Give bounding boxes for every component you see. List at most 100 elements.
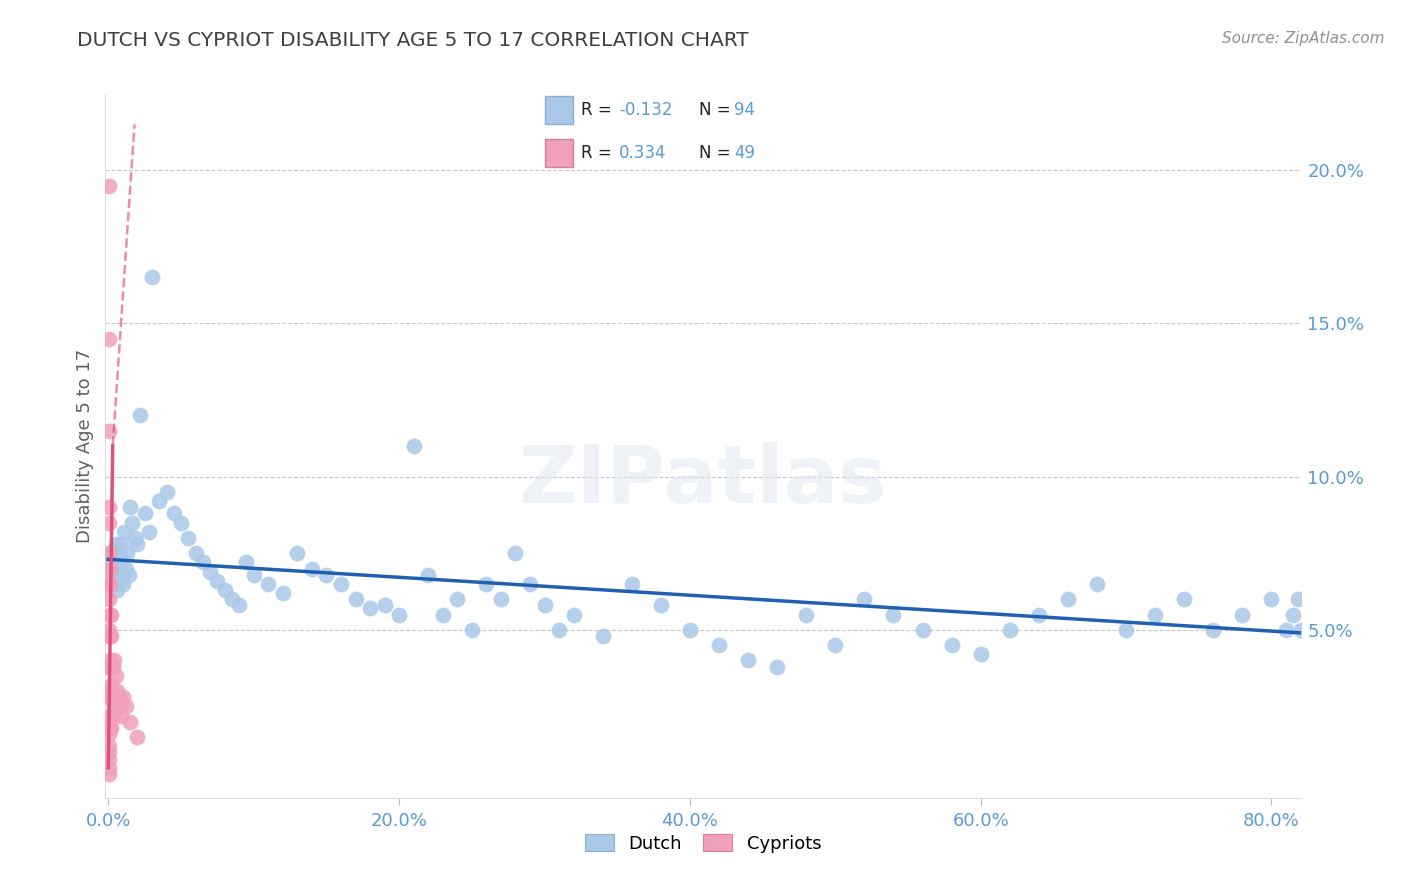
Point xyxy=(184,546,207,560)
Point xyxy=(388,607,411,622)
Point xyxy=(100,721,122,735)
Point xyxy=(98,552,121,566)
Point xyxy=(359,601,381,615)
Point xyxy=(882,607,904,622)
Point xyxy=(1260,592,1282,607)
Point xyxy=(98,745,121,759)
Point xyxy=(221,592,243,607)
Point xyxy=(105,684,128,698)
Point xyxy=(114,561,136,575)
Point xyxy=(170,516,193,530)
Text: DUTCH VS CYPRIOT DISABILITY AGE 5 TO 17 CORRELATION CHART: DUTCH VS CYPRIOT DISABILITY AGE 5 TO 17 … xyxy=(77,31,749,50)
FancyBboxPatch shape xyxy=(546,96,572,124)
Point xyxy=(97,739,120,754)
Point xyxy=(505,546,527,560)
Point xyxy=(104,669,127,683)
Point xyxy=(118,567,141,582)
Point xyxy=(97,629,120,643)
Point xyxy=(97,727,120,741)
Point xyxy=(824,638,846,652)
Point xyxy=(97,332,120,346)
Point xyxy=(100,659,122,673)
Point xyxy=(98,577,121,591)
Point xyxy=(110,552,132,566)
Point xyxy=(707,638,730,652)
Point xyxy=(101,659,124,673)
Point xyxy=(214,582,236,597)
Point xyxy=(111,567,134,582)
Point xyxy=(112,524,135,539)
Point xyxy=(1115,623,1137,637)
Point xyxy=(101,561,124,575)
Point xyxy=(592,629,614,643)
Point xyxy=(127,730,149,744)
Point xyxy=(98,690,121,705)
Point xyxy=(235,556,257,570)
Point xyxy=(110,537,132,551)
Point xyxy=(301,561,323,575)
Point xyxy=(138,524,160,539)
Point xyxy=(402,439,425,453)
Point xyxy=(1028,607,1050,622)
Point xyxy=(548,623,571,637)
Point xyxy=(98,659,121,673)
Text: R =: R = xyxy=(581,145,612,162)
Point xyxy=(446,592,468,607)
Point xyxy=(207,574,229,588)
Point xyxy=(110,708,132,723)
Text: -0.132: -0.132 xyxy=(619,101,673,119)
Point xyxy=(111,690,134,705)
Point xyxy=(98,690,121,705)
Point xyxy=(679,623,702,637)
Point xyxy=(271,586,294,600)
Point xyxy=(432,607,454,622)
Point xyxy=(108,574,131,588)
Point xyxy=(1275,623,1298,637)
Point xyxy=(103,653,125,667)
Point xyxy=(98,561,121,575)
Point xyxy=(1085,577,1108,591)
Point xyxy=(418,567,440,582)
Text: 49: 49 xyxy=(734,145,755,162)
Point xyxy=(101,567,124,582)
Point xyxy=(97,424,120,438)
Text: R =: R = xyxy=(581,101,612,119)
Point xyxy=(105,582,128,597)
Point xyxy=(121,516,143,530)
Point xyxy=(97,767,120,781)
Point xyxy=(163,507,186,521)
Point xyxy=(242,567,264,582)
Point xyxy=(330,577,353,591)
Point xyxy=(1286,592,1309,607)
Point xyxy=(191,556,214,570)
Point xyxy=(519,577,541,591)
Point xyxy=(103,556,125,570)
Point xyxy=(1289,623,1312,637)
Text: 94: 94 xyxy=(734,101,755,119)
Text: N =: N = xyxy=(699,145,730,162)
Point xyxy=(100,678,122,692)
Point xyxy=(111,577,134,591)
Point xyxy=(97,592,120,607)
Y-axis label: Disability Age 5 to 17: Disability Age 5 to 17 xyxy=(76,349,94,543)
Point xyxy=(103,543,125,558)
Point xyxy=(650,599,672,613)
Point xyxy=(475,577,498,591)
Point xyxy=(198,565,221,579)
Point xyxy=(100,708,122,723)
Point xyxy=(562,607,585,622)
Text: N =: N = xyxy=(699,101,730,119)
Point xyxy=(98,516,121,530)
Point xyxy=(127,537,149,551)
Point xyxy=(1144,607,1167,622)
Point xyxy=(120,714,142,729)
Point xyxy=(97,761,120,775)
Point xyxy=(97,659,120,673)
Point xyxy=(103,699,125,714)
Point xyxy=(98,684,121,698)
Point xyxy=(120,500,142,515)
Point xyxy=(129,409,152,423)
Point xyxy=(98,629,121,643)
Point xyxy=(114,699,136,714)
Point xyxy=(148,494,170,508)
